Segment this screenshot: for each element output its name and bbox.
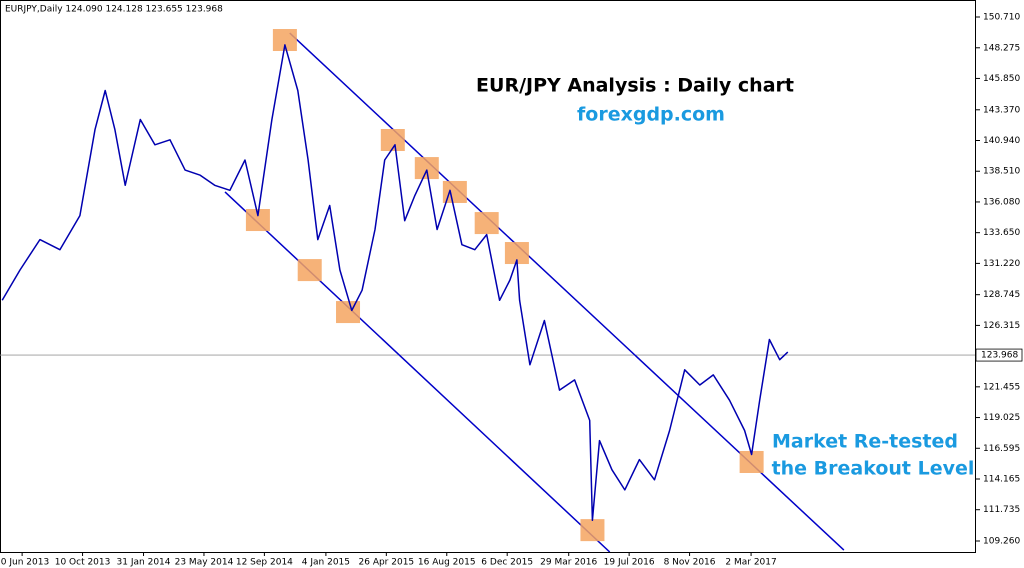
x-tick-label: 4 Jan 2015	[302, 558, 350, 568]
y-tick-label: 121.455	[983, 382, 1020, 392]
price-line	[1, 44, 789, 522]
y-tick-label: 140.940	[983, 136, 1020, 146]
x-tick-label: 29 Mar 2016	[540, 558, 597, 568]
highlight	[504, 242, 529, 265]
y-tick-label: 136.080	[983, 197, 1020, 207]
y-tick-label: 116.595	[983, 444, 1020, 454]
y-tick-label: 143.370	[983, 105, 1020, 115]
highlight	[297, 259, 322, 282]
x-tick-label: 10 Oct 2013	[55, 558, 111, 568]
chart-title: EUR/JPY Analysis : Daily chart	[476, 75, 794, 97]
y-tick-label: 109.260	[983, 537, 1020, 547]
x-tick-label: 26 Apr 2015	[359, 558, 415, 568]
annotation: the Breakout Level	[772, 458, 975, 480]
y-tick-label: 111.735	[983, 505, 1020, 515]
highlight	[336, 301, 361, 324]
y-tick-label: 131.220	[983, 259, 1020, 269]
x-tick-label: 6 Dec 2015	[481, 558, 533, 568]
y-tick-label: 128.745	[983, 290, 1020, 300]
highlight	[442, 180, 467, 203]
y-tick-label: 148.275	[983, 43, 1020, 53]
y-tick-label: 145.850	[983, 74, 1020, 84]
highlight	[474, 212, 499, 235]
chart-subtitle: forexgdp.com	[577, 104, 725, 126]
highlight	[272, 29, 297, 52]
highlight	[739, 450, 764, 473]
plot-area	[0, 29, 975, 552]
y-tick-label: 126.315	[983, 321, 1020, 331]
x-tick-label: 8 Nov 2016	[664, 558, 716, 568]
annotation: Market Re-tested	[772, 431, 958, 453]
y-tick-label: 133.650	[983, 228, 1020, 238]
highlight	[245, 209, 270, 232]
highlight	[580, 519, 605, 542]
highlight	[414, 157, 439, 180]
trend-line	[224, 191, 611, 552]
current-price-label: 123.968	[981, 351, 1018, 361]
y-tick-label: 119.025	[983, 413, 1020, 423]
highlight	[380, 129, 405, 152]
y-tick-label: 114.165	[983, 474, 1020, 484]
x-tick-label: 19 Jul 2016	[604, 558, 655, 568]
plot-frame	[0, 0, 976, 553]
chart-header: EURJPY,Daily 124.090 124.128 123.655 123…	[5, 5, 223, 15]
current-price-box	[975, 348, 1023, 362]
y-tick-label: 150.710	[983, 13, 1020, 23]
y-tick-label: 138.510	[983, 167, 1020, 177]
x-tick-label: 16 Aug 2015	[418, 558, 476, 568]
x-tick-label: 12 Sep 2014	[236, 558, 293, 568]
x-tick-label: 20 Jun 2013	[0, 558, 49, 568]
x-tick-label: 31 Jan 2014	[117, 558, 171, 568]
x-tick-label: 2 Mar 2017	[725, 558, 776, 568]
x-tick-label: 23 May 2014	[175, 558, 234, 568]
